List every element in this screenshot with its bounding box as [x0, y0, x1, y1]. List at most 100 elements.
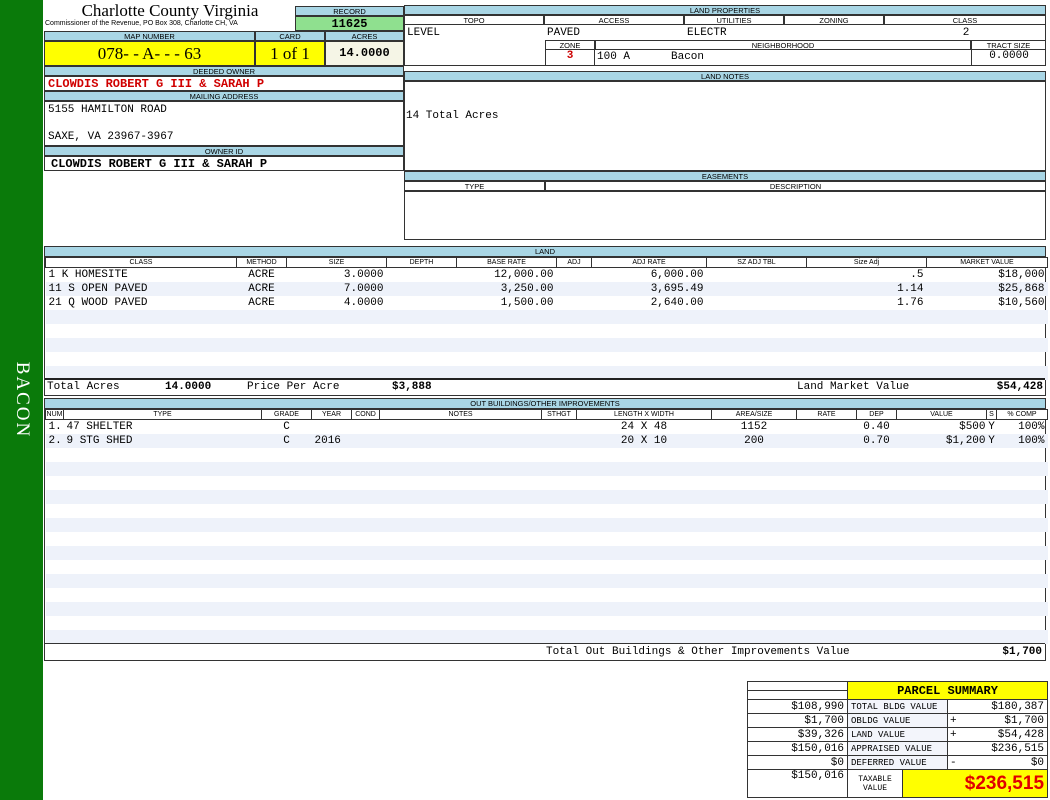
outbuilding-cell [712, 448, 797, 462]
acres-value: 14.0000 [325, 41, 404, 66]
land-cell [45, 309, 237, 324]
outbuilding-cell [576, 573, 712, 588]
outbuilding-cell [63, 601, 262, 616]
outbuilding-cell [897, 448, 987, 462]
land-cell [387, 268, 457, 282]
land-cell [926, 337, 1048, 352]
outbuilding-cell [542, 588, 577, 602]
land-section: LAND CLASS METHOD SIZE DEPTH BASE RATE ADJ ADJ… [44, 246, 1048, 396]
outbuilding-cell [46, 448, 64, 462]
land-properties: LAND PROPERTIES TOPO ACCESS UTILITIES ZO… [404, 5, 1046, 66]
land-col-header: SIZE [286, 257, 387, 268]
land-col-header: Size Adj [806, 257, 927, 268]
outbuilding-cell [797, 504, 857, 518]
outbuildings-col-header: AREA/SIZE [711, 409, 797, 420]
outbuilding-cell [46, 476, 64, 490]
land-cell [556, 337, 592, 352]
outbuildings-col-header: NUM [45, 409, 64, 420]
outbuilding-cell [46, 504, 64, 518]
summary-value: $180,387 [946, 699, 1049, 714]
outbuilding-cell [379, 573, 542, 588]
address-line-2: SAXE, VA 23967-3967 [48, 131, 174, 143]
outbuilding-cell [797, 532, 857, 546]
land-cell [46, 324, 237, 338]
outbuilding-cell [312, 560, 352, 574]
outbuilding-cell [987, 560, 997, 574]
outbuilding-cell [796, 517, 857, 532]
summary-value: + $1,700 [946, 713, 1049, 728]
outbuilding-cell [63, 629, 262, 644]
outbuilding-cell [379, 433, 542, 448]
land-cell: 3,695.49 [591, 281, 707, 296]
outbuilding-row [45, 489, 1048, 504]
outbuilding-cell [312, 420, 352, 434]
land-cell [457, 324, 557, 338]
land-cell [706, 309, 807, 324]
outbuilding-cell [997, 504, 1048, 518]
land-cell: ACRE [248, 296, 275, 309]
outbuilding-cell [856, 461, 897, 476]
summary-row: $108,990 TOTAL BLDG VALUE $180,387 [747, 699, 1049, 714]
land-cell: $10,560 [998, 296, 1045, 309]
outbuilding-cell [711, 545, 797, 560]
land-row: 21 Q WOOD PAVED ACRE 4.0000 1,500.00 2,640.0… [46, 296, 1048, 310]
outbuilding-cell [351, 545, 380, 560]
acres-label: ACRES [325, 31, 404, 41]
outbuilding-cell [987, 616, 997, 630]
land-cell [456, 337, 557, 352]
outbuilding-cell [711, 461, 797, 476]
outbuilding-cell [577, 476, 712, 490]
summary-label: OBLDG VALUE [847, 713, 948, 728]
land-cell [806, 309, 927, 324]
land-cell [927, 324, 1048, 338]
outbuilding-cell [311, 461, 352, 476]
outbuilding-cell [379, 601, 542, 616]
land-cell [237, 352, 287, 366]
outbuilding-cell [577, 504, 712, 518]
outbuilding-cell [542, 560, 577, 574]
outbuilding-cell [541, 433, 577, 448]
land-cell [387, 352, 457, 366]
land-cell [286, 309, 387, 324]
outbuilding-cell [797, 476, 857, 490]
summary-amount: $0 [1030, 756, 1045, 769]
outbuilding-cell: 0.40 [863, 420, 890, 433]
utilities-label: UTILITIES [684, 15, 784, 25]
summary-amount: $54,428 [997, 728, 1045, 741]
outbuilding-cell [797, 588, 857, 602]
land-cell: $25,868 [926, 281, 1048, 296]
outbuilding-row: 1. 47 SHELTER C 24 X 48 1152 0.40 $500 Y 100% [46, 420, 1048, 434]
outbuildings-col-header: YEAR [311, 409, 352, 420]
outbuilding-row [45, 517, 1048, 532]
outbuilding-cell [64, 476, 262, 490]
outbuilding-cell [856, 629, 897, 644]
land-cell [926, 365, 1048, 380]
outbuilding-cell [796, 433, 857, 448]
outbuilding-cell [379, 629, 542, 644]
outbuilding-cell [262, 616, 312, 630]
outbuilding-cell [352, 420, 380, 434]
outbuilding-cell [711, 601, 797, 616]
outbuilding-cell: C [283, 420, 290, 433]
outbuilding-cell [312, 448, 352, 462]
outbuilding-cell [996, 461, 1048, 476]
outbuilding-cell [312, 476, 352, 490]
outbuilding-cell [351, 489, 380, 504]
utilities-value: ELECTR [687, 27, 727, 39]
outbuilding-cell [856, 517, 897, 532]
summary-label: TOTAL BLDG VALUE [847, 699, 948, 714]
land-row [45, 309, 1048, 324]
topo-label: TOPO [404, 15, 544, 25]
easement-description-label: DESCRIPTION [545, 181, 1046, 191]
summary-amount: $180,387 [991, 700, 1045, 713]
outbuilding-cell [897, 588, 987, 602]
topo-value: LEVEL [407, 27, 441, 39]
outbuilding-cell [380, 588, 542, 602]
land-cell: 3.0000 [343, 268, 384, 281]
deeded-owner: CLOWDIS ROBERT G III & SARAH P [44, 76, 404, 91]
outbuilding-cell [542, 504, 577, 518]
outbuilding-cell [987, 588, 997, 602]
land-cell: 4.0000 [343, 296, 384, 309]
outbuilding-cell [986, 461, 997, 476]
map-number-label: MAP NUMBER [44, 31, 255, 41]
